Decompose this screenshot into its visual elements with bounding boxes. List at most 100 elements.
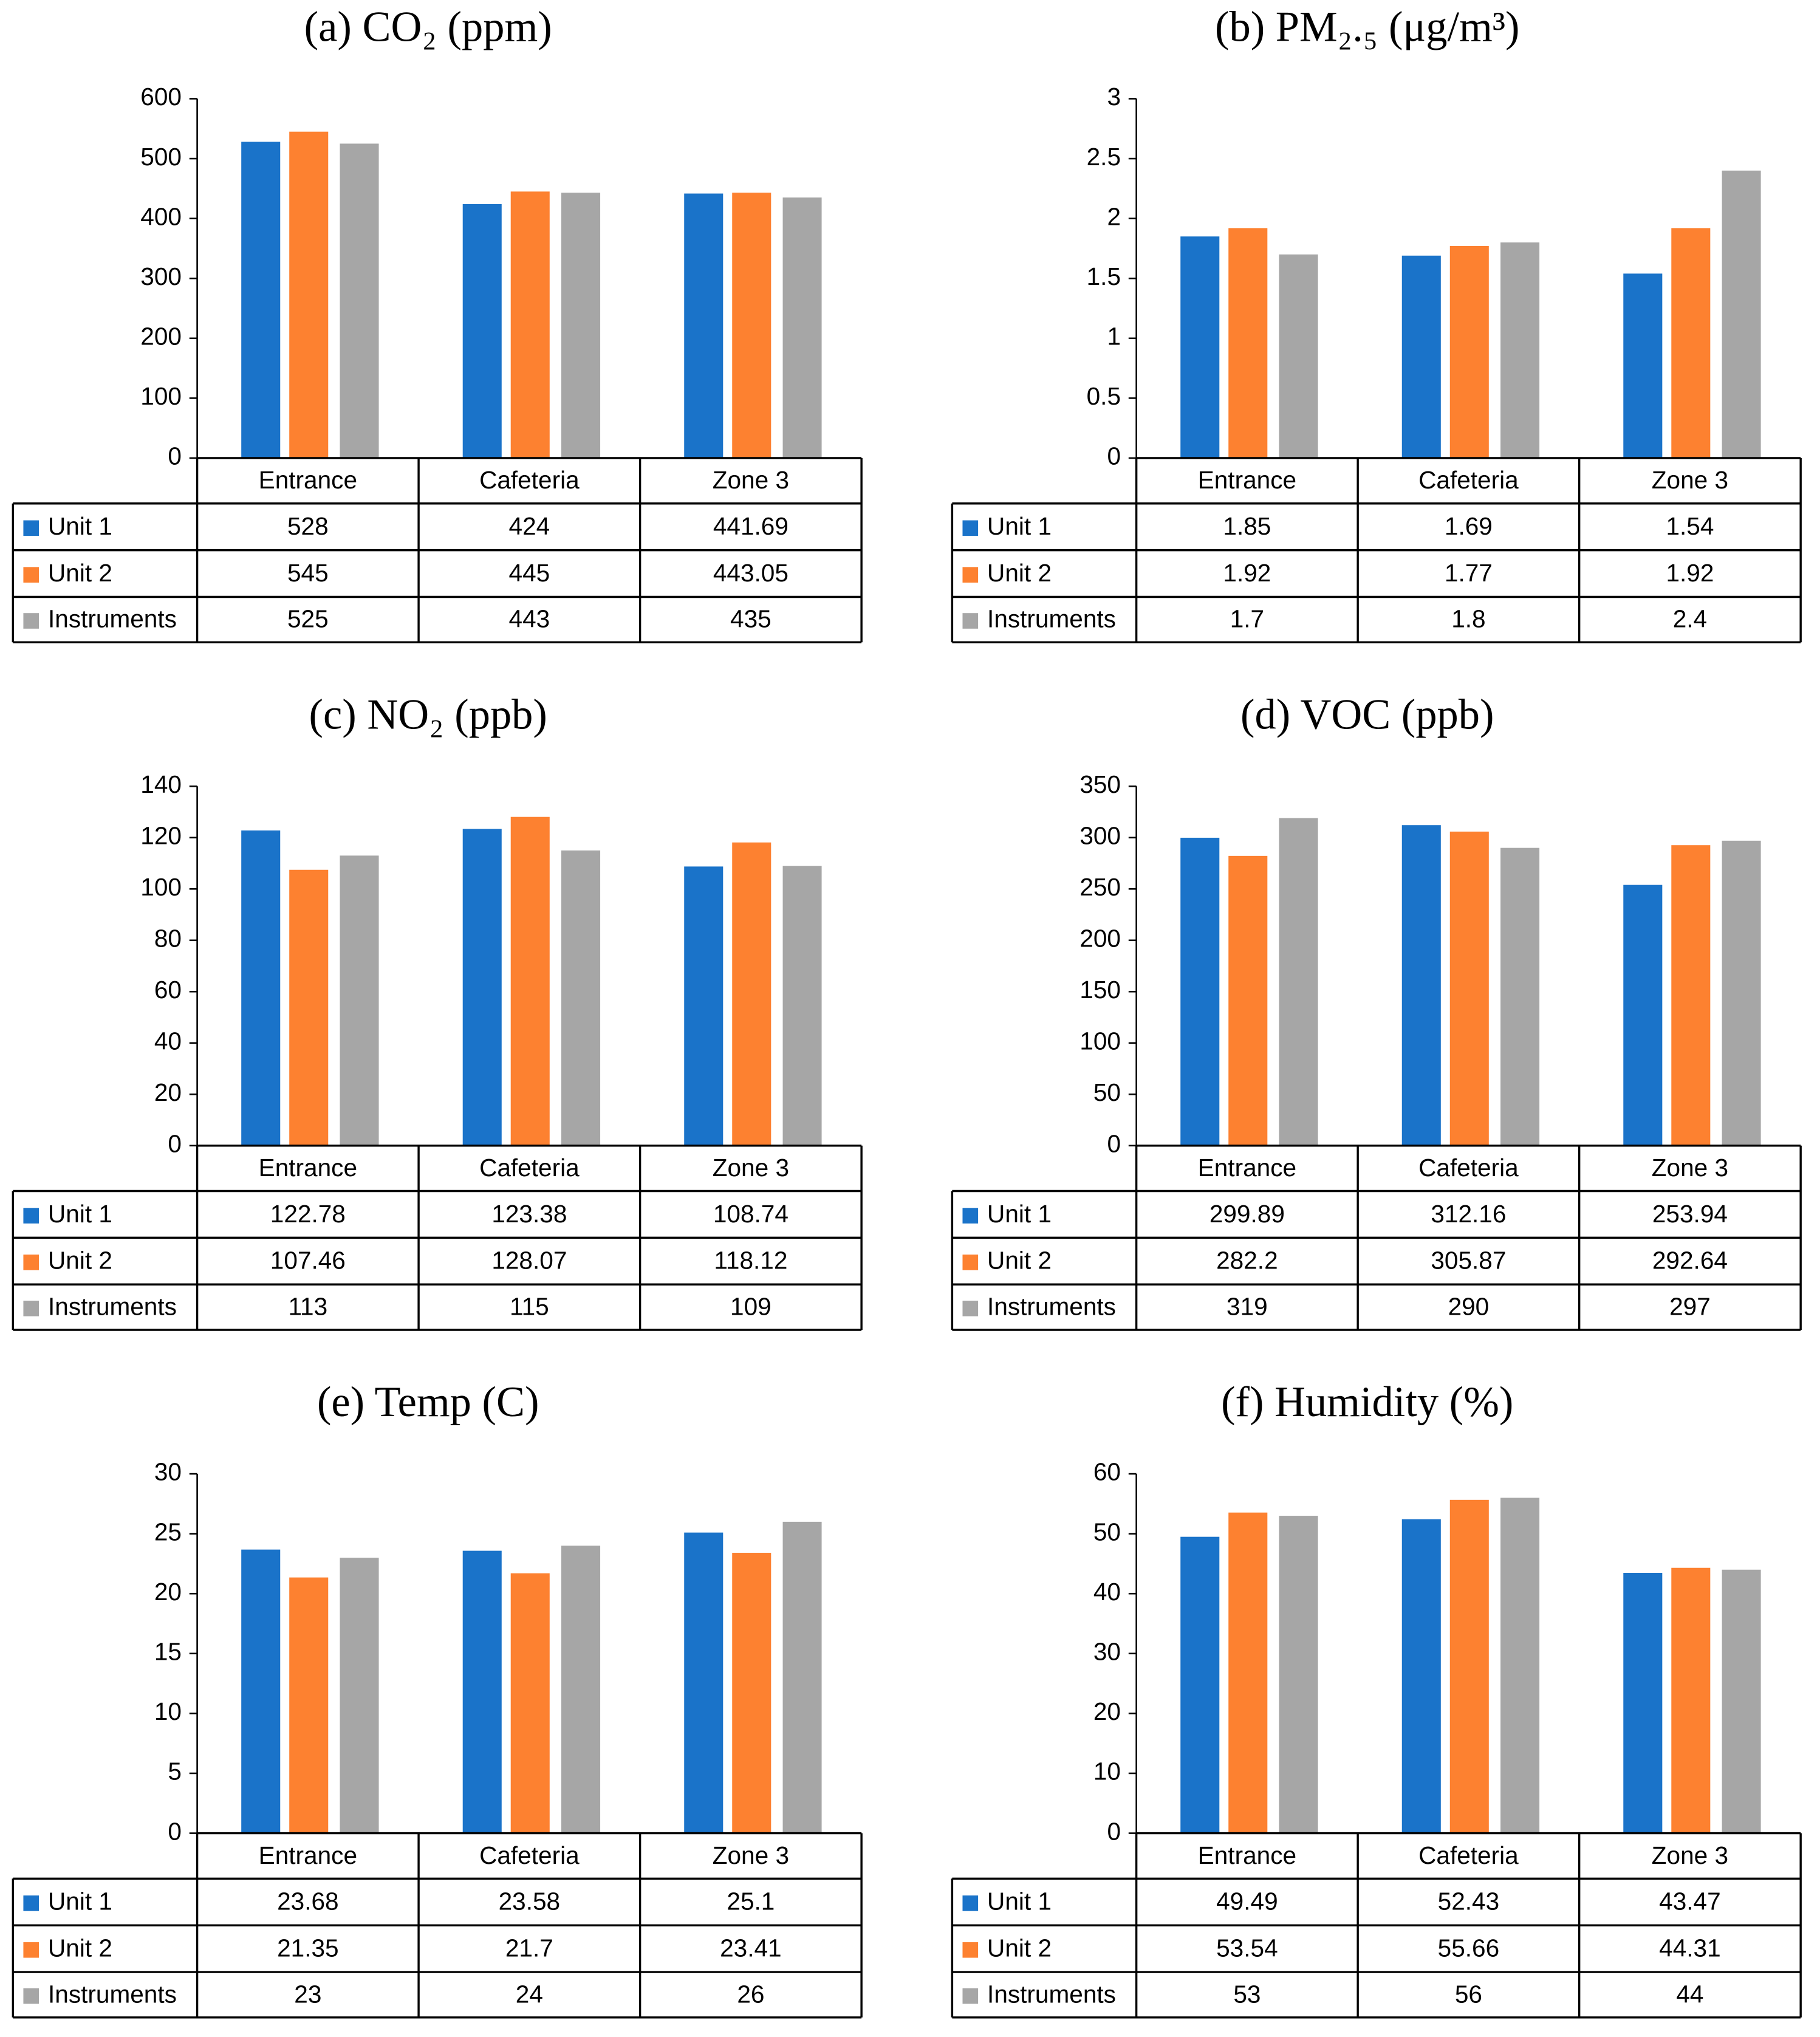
bar (340, 855, 379, 1146)
bar (340, 143, 379, 458)
table-value: 435 (730, 605, 771, 633)
legend-swatch (23, 1988, 39, 2004)
legend-label: Instruments (987, 605, 1116, 633)
legend-label: Unit 2 (987, 559, 1052, 587)
y-tick-label: 0 (168, 1129, 182, 1157)
x-tick-label: Zone 3 (1652, 466, 1728, 494)
bar (561, 193, 601, 458)
y-tick-label: 0 (168, 442, 182, 470)
table-value: 23 (294, 1980, 321, 2008)
table-value: 113 (289, 1292, 328, 1320)
bar (1449, 1499, 1489, 1833)
bar (462, 829, 502, 1146)
legend-swatch (23, 1208, 39, 1224)
bar (1401, 825, 1441, 1146)
table-value: 441.69 (713, 512, 789, 540)
table-value: 1.92 (1666, 559, 1714, 587)
table-value: 312.16 (1431, 1200, 1506, 1228)
table-value: 128.07 (491, 1247, 567, 1275)
bar (241, 1549, 281, 1833)
y-tick-label: 0 (1107, 442, 1121, 470)
table-value: 525 (287, 605, 329, 633)
table-value: 1.69 (1445, 512, 1493, 540)
x-tick-label: Cafeteria (1418, 1154, 1519, 1182)
legend-swatch (962, 567, 979, 583)
table-value: 23.58 (499, 1888, 561, 1915)
bar (340, 1558, 379, 1833)
bar (462, 204, 502, 458)
x-tick-label: Entrance (1198, 466, 1296, 494)
y-tick-label: 40 (1093, 1578, 1121, 1606)
chart-title: (d) VOC (ppb) (1240, 691, 1494, 738)
bar (1500, 242, 1540, 458)
bar (1401, 255, 1441, 458)
legend-label: Instruments (987, 1292, 1116, 1320)
x-tick-label: Zone 3 (713, 466, 789, 494)
table-value: 445 (509, 559, 550, 587)
table-value: 23.41 (720, 1934, 782, 1962)
legend-label: Unit 2 (48, 1247, 112, 1275)
legend-swatch (23, 613, 39, 629)
legend-label: Unit 2 (48, 559, 112, 587)
legend-swatch (962, 520, 979, 536)
bar (732, 193, 771, 458)
table-value: 1.77 (1445, 559, 1493, 587)
legend-label: Unit 2 (987, 1934, 1052, 1962)
bar (1279, 818, 1318, 1146)
chart-title: (b) PM₂.₅ (μg/m³) (1215, 4, 1519, 51)
y-tick-label: 20 (1093, 1697, 1121, 1725)
legend-swatch (962, 1255, 979, 1270)
legend-swatch (962, 1942, 979, 1958)
bar (1228, 1512, 1268, 1833)
x-tick-label: Cafeteria (1418, 466, 1519, 494)
bar (1671, 1567, 1711, 1833)
table-value: 53 (1233, 1980, 1261, 2008)
y-tick-label: 0.5 (1087, 382, 1121, 410)
legend-swatch (962, 613, 979, 629)
bar (1449, 831, 1489, 1146)
bar (1623, 273, 1663, 458)
legend-label: Unit 2 (987, 1247, 1052, 1275)
table-value: 443 (509, 605, 550, 633)
x-tick-label: Cafeteria (479, 466, 580, 494)
bar (684, 1532, 724, 1833)
y-tick-label: 3 (1107, 83, 1121, 111)
legend-label: Instruments (48, 605, 177, 633)
y-tick-label: 25 (154, 1518, 182, 1546)
bar (1401, 1519, 1441, 1833)
y-tick-label: 20 (154, 1578, 182, 1606)
table-value: 297 (1669, 1292, 1711, 1320)
y-tick-label: 10 (154, 1697, 182, 1725)
table-value: 1.85 (1223, 512, 1271, 540)
y-tick-label: 300 (1079, 821, 1121, 849)
bar (561, 850, 601, 1146)
bar (241, 142, 281, 458)
table-value: 49.49 (1216, 1888, 1278, 1915)
y-tick-label: 40 (154, 1027, 182, 1055)
legend-label: Unit 2 (48, 1934, 112, 1962)
y-tick-label: 30 (154, 1458, 182, 1486)
table-value: 56 (1455, 1980, 1482, 2008)
legend-label: Unit 1 (48, 1200, 112, 1228)
bar (289, 869, 329, 1146)
table-value: 290 (1448, 1292, 1490, 1320)
table-value: 21.7 (505, 1934, 553, 1962)
y-tick-label: 5 (168, 1758, 182, 1785)
table-value: 44.31 (1659, 1934, 1721, 1962)
table-value: 55.66 (1438, 1934, 1500, 1962)
table-value: 1.8 (1451, 605, 1485, 633)
x-tick-label: Zone 3 (1652, 1154, 1728, 1182)
y-tick-label: 20 (154, 1078, 182, 1106)
bar (510, 817, 550, 1146)
y-tick-label: 10 (1093, 1758, 1121, 1785)
legend-swatch (23, 1895, 39, 1911)
y-tick-label: 50 (1093, 1078, 1121, 1106)
table-value: 118.12 (714, 1247, 787, 1275)
y-tick-label: 100 (1079, 1027, 1121, 1055)
bar (1500, 847, 1540, 1146)
x-tick-label: Entrance (1198, 1154, 1296, 1182)
bar (1671, 845, 1711, 1146)
y-tick-label: 300 (140, 262, 182, 290)
y-tick-label: 1.5 (1087, 262, 1121, 290)
chart-title: (f) Humidity (%) (1221, 1378, 1513, 1426)
